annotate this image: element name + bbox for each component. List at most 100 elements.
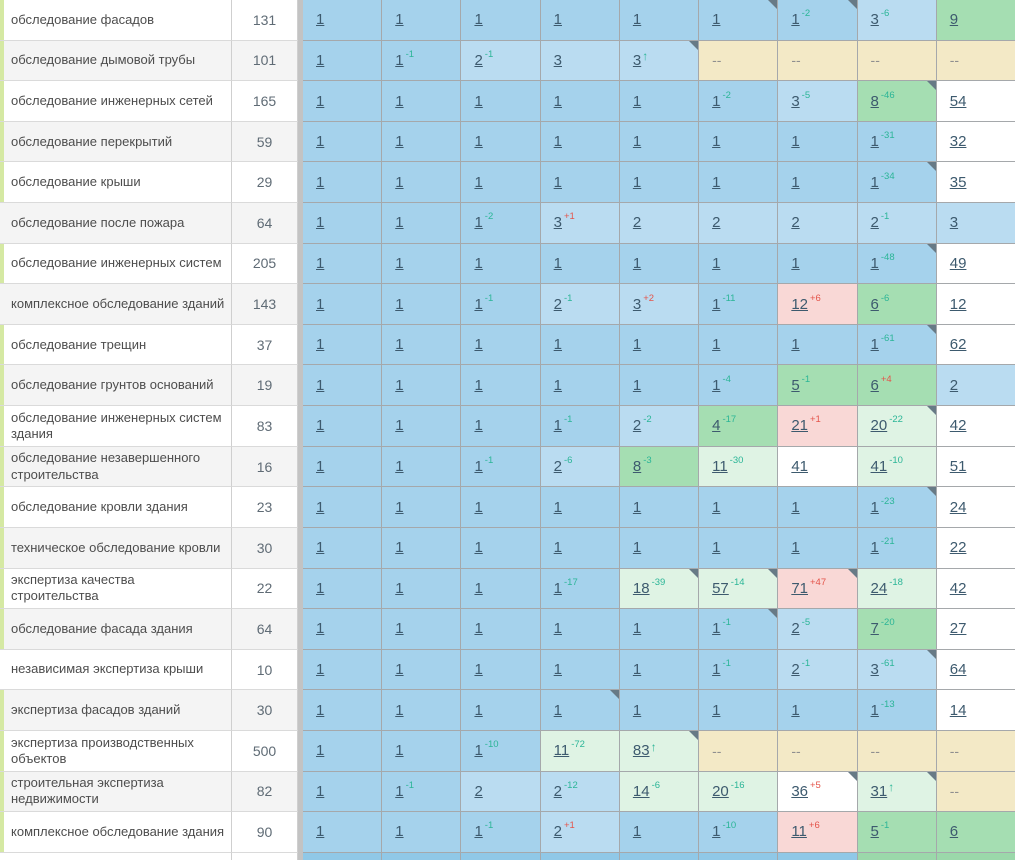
position-link[interactable]: 8 xyxy=(632,458,642,475)
position-link[interactable]: 1 xyxy=(316,742,325,760)
position-link[interactable]: 1 xyxy=(632,173,642,191)
position-link[interactable]: 1 xyxy=(712,295,721,313)
position-link[interactable]: 1 xyxy=(474,11,483,29)
position-link[interactable]: 2 xyxy=(791,661,800,679)
position-link[interactable]: 4 xyxy=(712,417,721,435)
position-link[interactable]: 49 xyxy=(949,254,967,272)
position-link[interactable]: 1 xyxy=(316,782,325,800)
position-link[interactable]: 1 xyxy=(553,498,562,516)
position-link[interactable]: 7 xyxy=(870,620,879,638)
position-link[interactable]: 1 xyxy=(395,11,404,29)
position-link[interactable]: 1 xyxy=(632,620,642,638)
position-link[interactable]: 1 xyxy=(395,661,404,679)
position-link[interactable]: 1 xyxy=(316,214,325,232)
position-link[interactable]: 1 xyxy=(632,701,642,719)
position-link[interactable]: 57 xyxy=(712,579,729,597)
position-link[interactable]: 1 xyxy=(474,661,483,679)
position-link[interactable]: 1 xyxy=(632,254,642,272)
position-link[interactable]: 1 xyxy=(553,579,562,597)
position-link[interactable]: 1 xyxy=(395,295,404,313)
position-link[interactable]: 1 xyxy=(870,336,879,354)
position-link[interactable]: 11 xyxy=(712,458,728,475)
position-link[interactable]: 3 xyxy=(949,214,959,232)
position-link[interactable]: 1 xyxy=(395,173,404,191)
position-link[interactable]: 41 xyxy=(870,458,888,475)
position-link[interactable]: 1 xyxy=(395,417,404,435)
position-link[interactable]: 2 xyxy=(553,295,562,313)
position-link[interactable]: 2 xyxy=(791,214,800,232)
position-link[interactable]: 1 xyxy=(632,539,642,557)
position-link[interactable]: 1 xyxy=(791,539,800,557)
position-link[interactable]: 1 xyxy=(870,539,879,557)
position-link[interactable]: 36 xyxy=(791,782,808,800)
position-link[interactable]: 12 xyxy=(791,295,808,313)
position-link[interactable]: 1 xyxy=(474,214,483,232)
position-link[interactable]: 1 xyxy=(474,376,483,394)
position-link[interactable]: 1 xyxy=(395,620,404,638)
position-link[interactable]: 1 xyxy=(316,620,325,638)
position-link[interactable]: 11 xyxy=(791,823,807,841)
position-link[interactable]: 1 xyxy=(395,498,404,516)
position-link[interactable]: 2 xyxy=(632,214,642,232)
position-link[interactable]: 6 xyxy=(870,376,879,394)
position-link[interactable]: 1 xyxy=(553,336,562,354)
position-link[interactable]: 1 xyxy=(316,823,325,841)
position-link[interactable]: 1 xyxy=(791,173,800,191)
position-link[interactable]: 1 xyxy=(791,498,800,516)
position-link[interactable]: 2 xyxy=(553,782,562,800)
position-link[interactable]: 1 xyxy=(474,620,483,638)
position-link[interactable]: 27 xyxy=(949,620,967,638)
position-link[interactable]: 1 xyxy=(870,701,879,719)
position-link[interactable]: 2 xyxy=(553,458,562,475)
position-link[interactable]: 1 xyxy=(395,336,404,354)
position-link[interactable]: 1 xyxy=(395,539,404,557)
position-link[interactable]: 1 xyxy=(712,11,721,29)
position-link[interactable]: 3 xyxy=(553,214,562,232)
position-link[interactable]: 1 xyxy=(316,417,325,435)
position-link[interactable]: 1 xyxy=(712,376,721,394)
position-link[interactable]: 1 xyxy=(553,254,562,272)
position-link[interactable]: 1 xyxy=(712,498,721,516)
position-link[interactable]: 20 xyxy=(712,782,729,800)
position-link[interactable]: 1 xyxy=(712,254,721,272)
position-link[interactable]: 1 xyxy=(553,92,562,110)
position-link[interactable]: 1 xyxy=(632,376,642,394)
position-link[interactable]: 1 xyxy=(395,214,404,232)
position-link[interactable]: 1 xyxy=(474,133,483,151)
position-link[interactable]: 1 xyxy=(474,539,483,557)
position-link[interactable]: 1 xyxy=(712,661,721,679)
position-link[interactable]: 1 xyxy=(553,133,562,151)
position-link[interactable]: 64 xyxy=(949,661,967,679)
position-link[interactable]: 6 xyxy=(870,295,879,313)
position-link[interactable]: 1 xyxy=(632,92,642,110)
position-link[interactable]: 62 xyxy=(949,336,967,354)
position-link[interactable]: 2 xyxy=(870,214,879,232)
position-link[interactable]: 2 xyxy=(474,782,483,800)
position-link[interactable]: 2 xyxy=(791,620,800,638)
position-link[interactable]: 12 xyxy=(949,295,967,313)
position-link[interactable]: 1 xyxy=(316,133,325,151)
position-link[interactable]: 1 xyxy=(791,254,800,272)
position-link[interactable]: 21 xyxy=(791,417,808,435)
position-link[interactable]: 1 xyxy=(553,701,562,719)
position-link[interactable]: 1 xyxy=(791,11,800,29)
position-link[interactable]: 1 xyxy=(474,173,483,191)
position-link[interactable]: 8 xyxy=(870,92,879,110)
position-link[interactable]: 1 xyxy=(395,579,404,597)
position-link[interactable]: 1 xyxy=(395,133,404,151)
position-link[interactable]: 1 xyxy=(474,701,483,719)
position-link[interactable]: 20 xyxy=(870,417,888,435)
position-link[interactable]: 1 xyxy=(474,92,483,110)
position-link[interactable]: 1 xyxy=(632,133,642,151)
position-link[interactable]: 1 xyxy=(316,498,325,516)
position-link[interactable]: 24 xyxy=(949,498,967,516)
position-link[interactable]: 1 xyxy=(316,92,325,110)
position-link[interactable]: 1 xyxy=(632,11,642,29)
position-link[interactable]: 1 xyxy=(316,458,325,475)
position-link[interactable]: 42 xyxy=(949,579,967,597)
position-link[interactable]: 1 xyxy=(316,336,325,354)
position-link[interactable]: 1 xyxy=(316,173,325,191)
position-link[interactable]: 1 xyxy=(712,133,721,151)
position-link[interactable]: 54 xyxy=(949,92,967,110)
position-link[interactable]: 2 xyxy=(632,417,642,435)
